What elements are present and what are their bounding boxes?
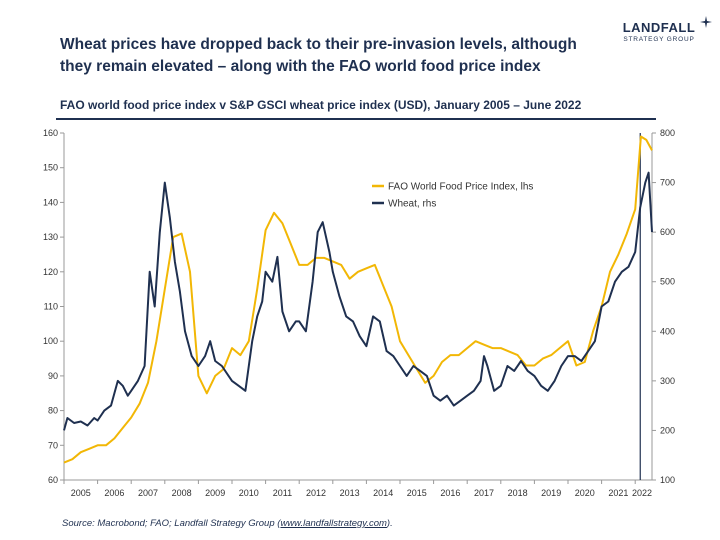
right-axis-tick-label: 400	[660, 326, 675, 336]
chart-subtitle: FAO world food price index v S&P GSCI wh…	[60, 98, 582, 112]
x-axis-tick-label: 2017	[474, 488, 494, 498]
x-axis-tick-label: 2018	[508, 488, 528, 498]
left-axis-tick-label: 120	[43, 267, 58, 277]
source-link[interactable]: www.landfallstrategy.com	[280, 518, 387, 529]
source-suffix: ).	[386, 518, 393, 529]
left-axis-tick-label: 160	[43, 128, 58, 138]
x-axis-tick-label: 2006	[104, 488, 124, 498]
left-axis-tick-label: 150	[43, 163, 58, 173]
right-axis-tick-label: 200	[660, 425, 675, 435]
left-axis-tick-label: 90	[48, 371, 58, 381]
wheat-index-line	[63, 171, 653, 431]
title-divider	[56, 118, 656, 120]
x-axis-tick-label: 2010	[239, 488, 259, 498]
left-axis-tick-label: 130	[43, 232, 58, 242]
right-axis-tick-label: 100	[660, 475, 675, 485]
source-note: Source: Macrobond; FAO; Landfall Strateg…	[62, 518, 393, 529]
left-axis-tick-label: 140	[43, 197, 58, 207]
x-axis-tick-label: 2012	[306, 488, 326, 498]
star-icon	[700, 16, 712, 28]
x-axis-tick-label: 2015	[407, 488, 427, 498]
x-axis-tick-label: 2021	[608, 488, 628, 498]
x-axis-tick-label: 2022	[632, 488, 652, 498]
left-axis-tick-label: 70	[48, 440, 58, 450]
left-axis-tick-label: 80	[48, 406, 58, 416]
x-axis-tick-label: 2020	[575, 488, 595, 498]
source-prefix: Source: Macrobond; FAO; Landfall Strateg…	[62, 518, 281, 529]
x-axis-tick-label: 2011	[273, 488, 292, 498]
right-axis-tick-label: 700	[660, 178, 675, 188]
chart-legend: FAO World Food Price Index, lhs Wheat, rh…	[372, 182, 533, 210]
brand-logo: LANDFALL STRATEGY GROUP	[604, 16, 714, 43]
right-axis-tick-label: 500	[660, 277, 675, 287]
fao-index-line	[63, 135, 653, 464]
x-axis-tick-label: 2005	[71, 488, 91, 498]
left-axis-tick-label: 110	[44, 302, 58, 312]
left-axis-tick-label: 60	[48, 475, 58, 485]
legend-label-wheat: Wheat, rhs	[388, 199, 436, 210]
legend-label-fao: FAO World Food Price Index, lhs	[388, 182, 533, 193]
chart-lines	[63, 135, 653, 464]
x-axis-tick-label: 2019	[541, 488, 561, 498]
x-axis-tick-label: 2009	[205, 488, 225, 498]
x-axis-tick-label: 2008	[172, 488, 192, 498]
chart-headline: Wheat prices have dropped back to their …	[60, 36, 577, 75]
chart-axes: 60 70 80 90 100 110 120 130 140 150 160 100 200 300 40…	[43, 128, 675, 498]
brand-name: LANDFALL	[622, 20, 696, 35]
right-axis-tick-label: 800	[660, 128, 675, 138]
brand-subtitle: STRATEGY GROUP	[623, 36, 695, 43]
right-axis-tick-label: 300	[660, 376, 675, 386]
left-axis-tick-label: 100	[43, 336, 58, 346]
x-axis-tick-label: 2016	[440, 488, 460, 498]
x-axis-tick-label: 2007	[138, 488, 158, 498]
x-axis-tick-label: 2014	[373, 488, 393, 498]
right-axis-tick-label: 600	[660, 227, 675, 237]
x-axis-tick-label: 2013	[340, 488, 360, 498]
